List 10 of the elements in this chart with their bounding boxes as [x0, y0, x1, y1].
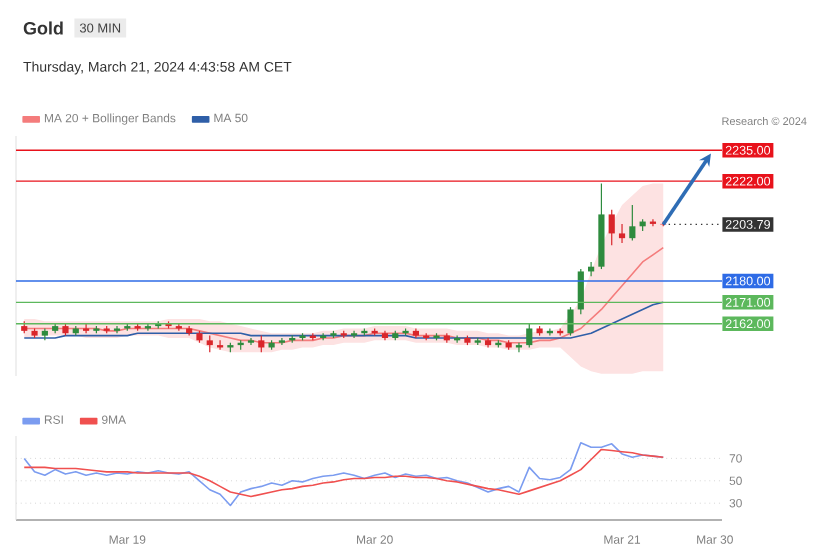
- candlestick: [82, 323, 90, 334]
- candlestick: [629, 204, 636, 242]
- candlestick: [567, 306, 574, 337]
- chart-title: Gold: [23, 21, 63, 35]
- candlestick: [526, 323, 533, 349]
- candlestick: [608, 209, 615, 246]
- candlestick: [618, 223, 626, 244]
- candlestick: [186, 325, 193, 337]
- candlestick: [41, 327, 48, 341]
- candlestick: [412, 327, 419, 339]
